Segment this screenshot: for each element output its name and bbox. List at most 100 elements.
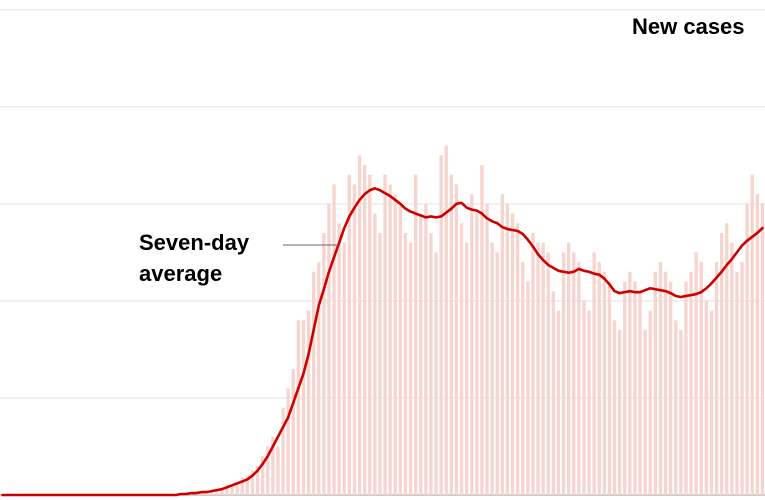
bar [587, 310, 591, 495]
bar [602, 271, 607, 495]
lines [1, 186, 764, 497]
bar [347, 174, 352, 496]
bar [255, 465, 260, 495]
bar [668, 281, 673, 495]
bar [653, 271, 658, 495]
bar [434, 252, 438, 495]
bar [735, 271, 739, 495]
bar [699, 262, 703, 495]
bar [235, 483, 239, 495]
bar [663, 271, 668, 495]
bar [490, 242, 494, 495]
bar [322, 232, 326, 496]
bar [250, 470, 255, 495]
bar [332, 184, 336, 496]
bar [398, 203, 403, 495]
bar [419, 213, 423, 495]
bar [357, 155, 362, 495]
bar [572, 252, 576, 495]
bar [505, 203, 510, 495]
bar [470, 194, 474, 495]
bar [362, 165, 367, 495]
bar [694, 252, 698, 495]
bar [510, 213, 515, 495]
bar [745, 203, 749, 495]
bar [378, 232, 382, 496]
bar [531, 232, 535, 496]
annotation: average [139, 261, 222, 286]
bar [225, 485, 229, 495]
bar [317, 262, 321, 495]
bar [582, 300, 586, 495]
bar [709, 310, 714, 495]
bar [521, 262, 525, 495]
bar [617, 330, 622, 495]
bar [551, 291, 556, 495]
bar [388, 184, 392, 496]
bar [281, 407, 285, 495]
bar [628, 271, 632, 495]
bar [730, 242, 734, 495]
bar [352, 184, 357, 496]
bar [556, 310, 561, 495]
annotation: Seven-day [139, 230, 250, 255]
bar [429, 232, 433, 496]
bar [327, 203, 331, 495]
bar [368, 174, 372, 496]
bar [714, 262, 719, 495]
bar [643, 330, 647, 495]
bar [577, 262, 581, 495]
bar [475, 213, 479, 495]
bar [612, 320, 617, 495]
bar [291, 368, 295, 495]
bar [271, 436, 275, 495]
bar [541, 242, 545, 495]
bar [311, 271, 316, 495]
bar [648, 310, 652, 495]
bar [306, 310, 311, 495]
bar [480, 165, 484, 495]
bar [337, 223, 341, 495]
bar [725, 223, 729, 495]
bar [597, 262, 601, 495]
bar [403, 232, 408, 496]
average-line [1, 186, 764, 497]
bar [607, 281, 612, 495]
bar [546, 252, 550, 495]
bar [209, 491, 214, 495]
bar [373, 213, 377, 495]
bar [464, 242, 469, 495]
bar [215, 490, 219, 495]
bars [179, 145, 765, 496]
bar [638, 291, 642, 495]
bar [740, 262, 744, 495]
bar [444, 145, 448, 495]
bar [439, 155, 443, 495]
bar [566, 242, 571, 495]
bar [424, 203, 428, 495]
bar [260, 456, 265, 495]
bar [561, 252, 566, 495]
bar [760, 203, 765, 495]
bar [500, 194, 505, 495]
bar [454, 184, 459, 496]
bar [495, 252, 499, 495]
bar [623, 281, 627, 495]
bar [526, 281, 530, 495]
bar [449, 174, 454, 496]
bar [286, 388, 290, 495]
bar [276, 446, 280, 495]
bar [413, 174, 418, 496]
grid [0, 9, 765, 496]
bar [684, 281, 688, 495]
bar [408, 242, 413, 495]
bar [633, 281, 637, 495]
bar [679, 330, 683, 495]
bar [240, 477, 244, 495]
bar [383, 174, 387, 496]
bar [704, 300, 709, 495]
bar [750, 174, 754, 496]
bar [755, 194, 760, 495]
